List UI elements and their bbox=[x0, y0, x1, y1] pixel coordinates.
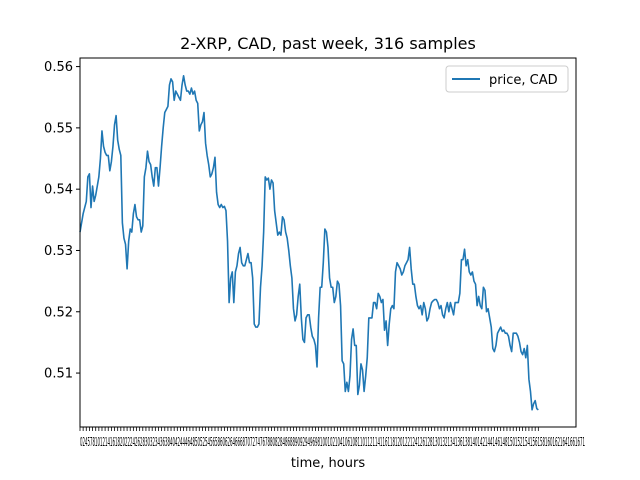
plot-frame bbox=[79, 57, 577, 428]
y-tick-label: 0.54 bbox=[44, 183, 73, 198]
y-tick-label: 0.56 bbox=[44, 60, 73, 75]
legend: price, CAD bbox=[445, 65, 569, 93]
legend-box bbox=[445, 65, 569, 93]
x-tick-labels: 0245781012141618202224262830323436384042… bbox=[80, 435, 585, 449]
y-tick-label: 0.52 bbox=[44, 305, 73, 320]
y-tick-label: 0.55 bbox=[44, 121, 73, 136]
x-axis-ticks bbox=[79, 427, 539, 431]
chart-title: 2-XRP, CAD, past week, 316 samples bbox=[180, 34, 476, 53]
x-axis-label: time, hours bbox=[291, 456, 365, 471]
y-tick-label: 0.53 bbox=[44, 244, 73, 259]
series-line-price-cad bbox=[79, 74, 539, 411]
legend-label-price-cad: price, CAD bbox=[489, 73, 558, 88]
y-tick-label: 0.51 bbox=[44, 367, 73, 382]
y-axis-ticks: 0.51 0.52 0.53 0.54 0.55 0.56 bbox=[44, 60, 80, 382]
